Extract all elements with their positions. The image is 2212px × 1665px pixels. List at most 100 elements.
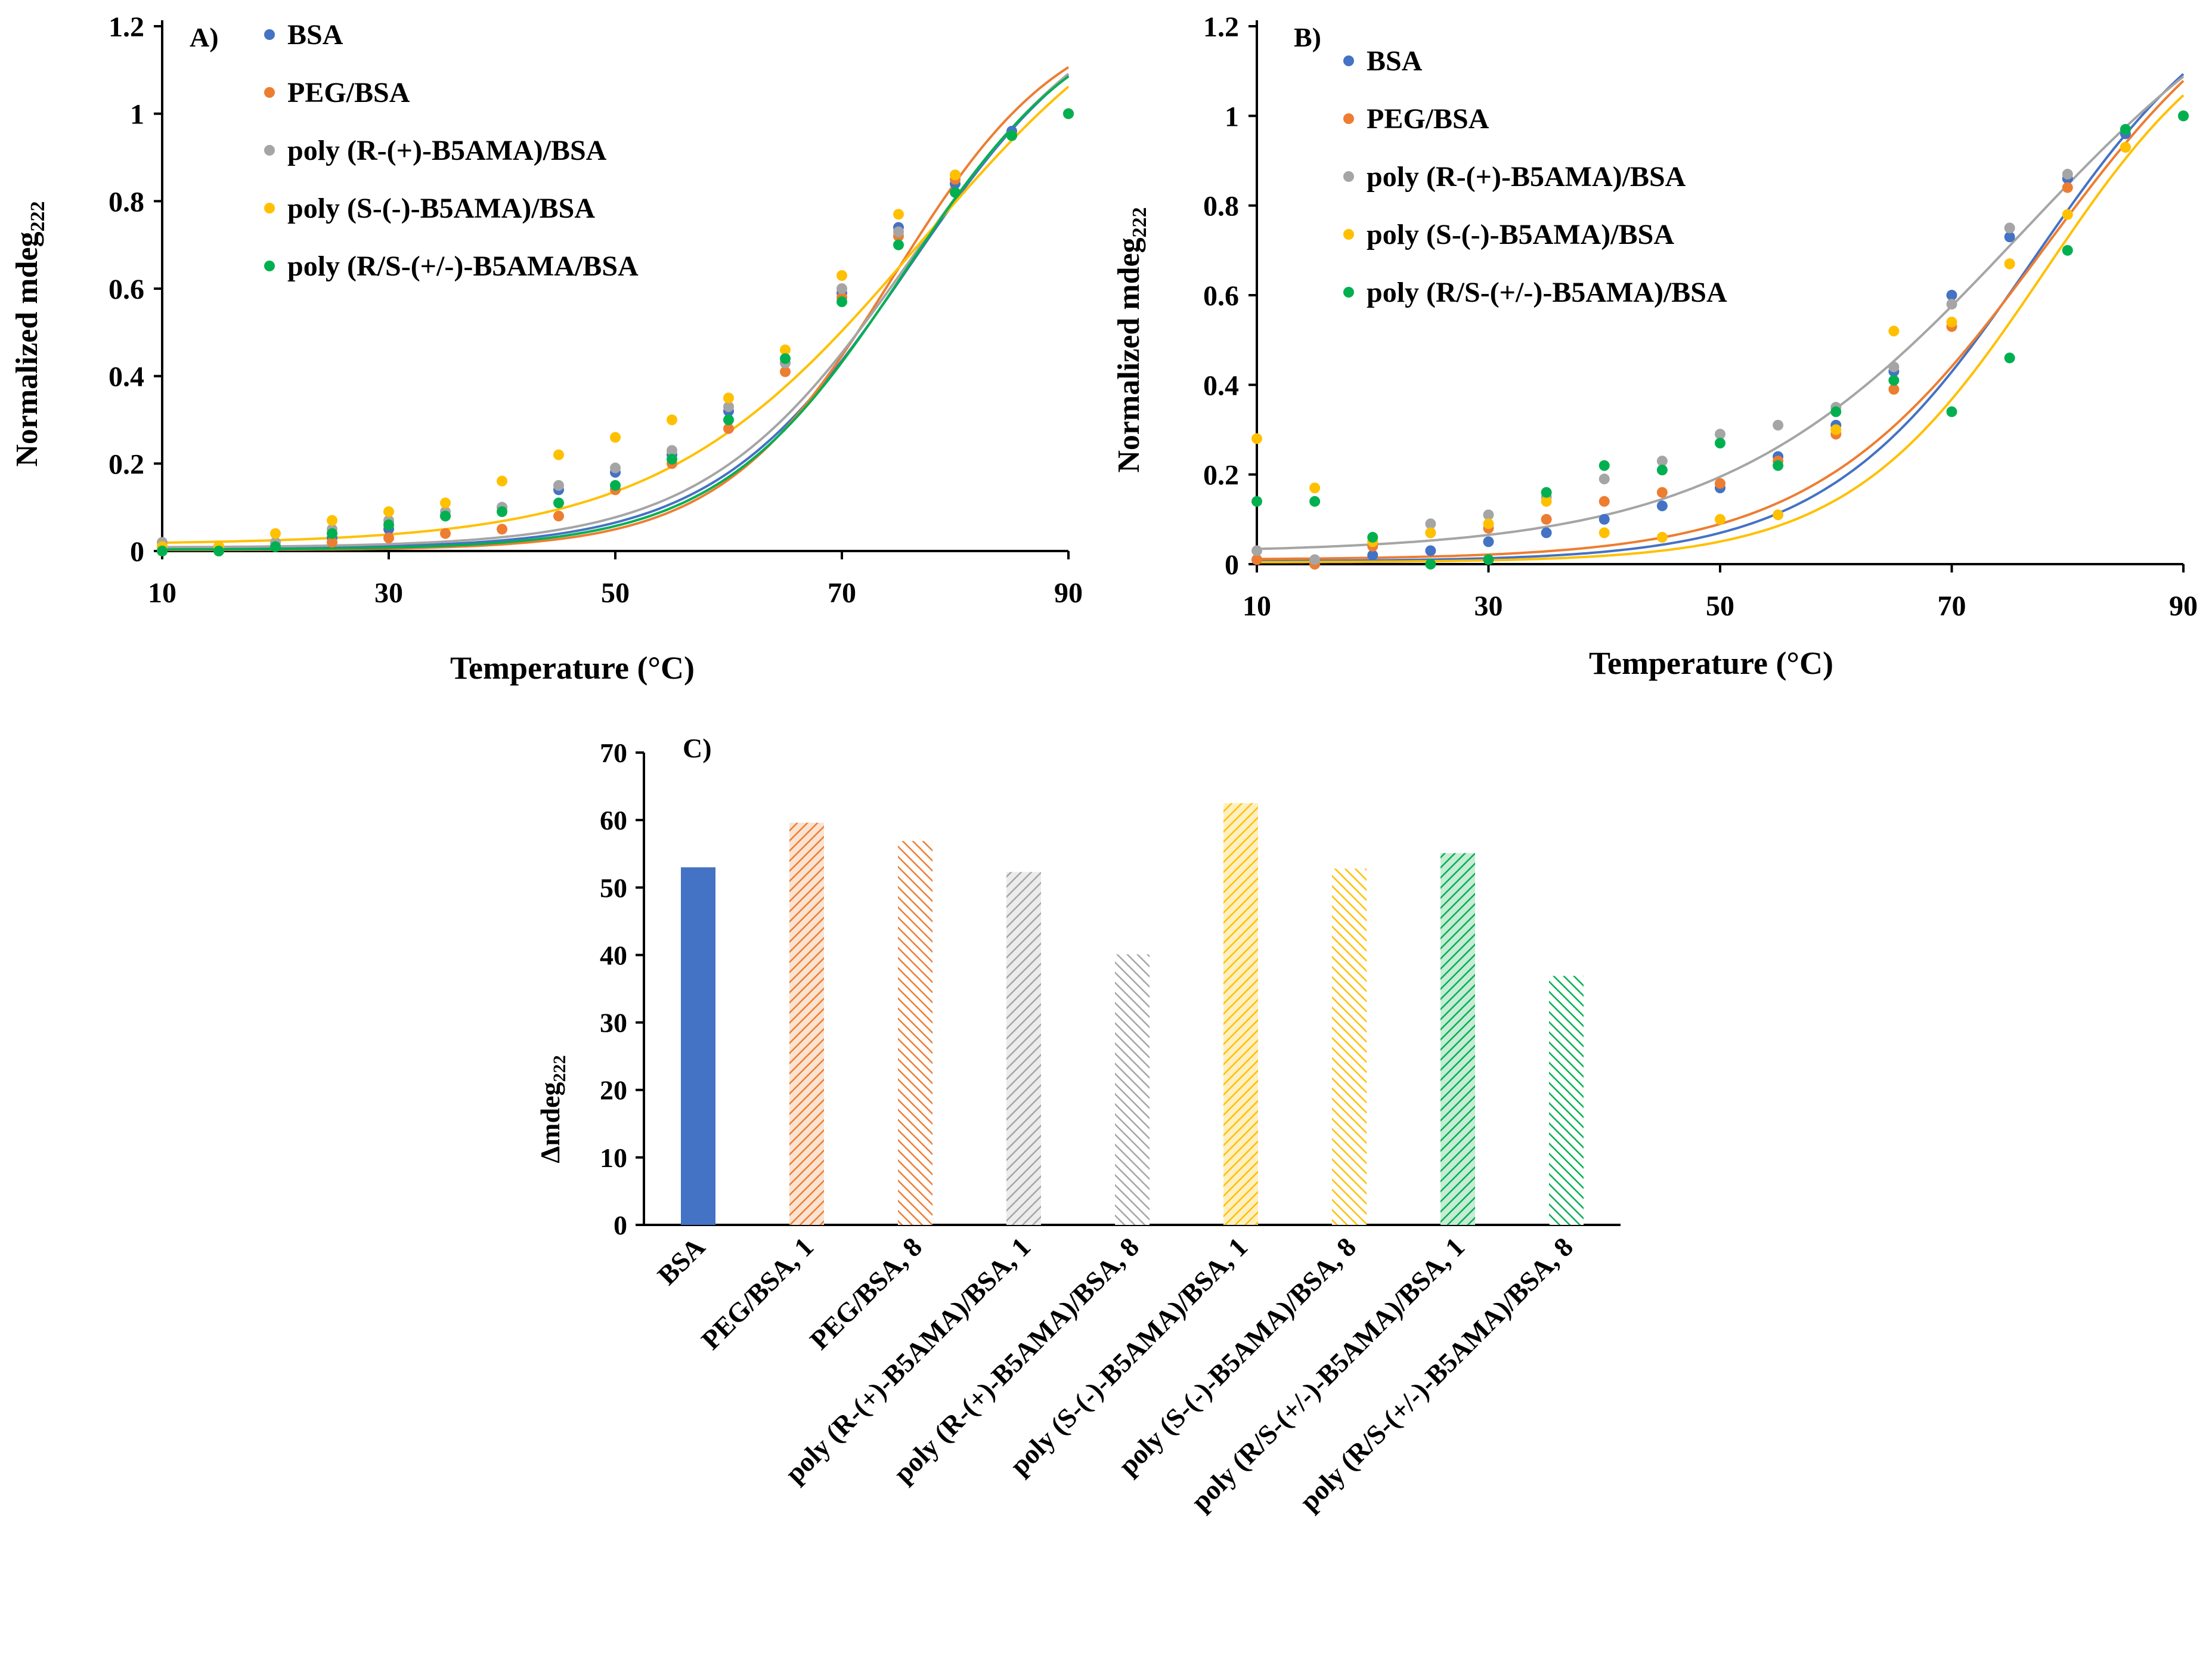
panel-b-plot: 0 0.2 0.4 0.6 0.8 1 1.2 10 30 50 70 90 bbox=[1203, 11, 2198, 622]
panel-b-data-point bbox=[1541, 496, 1552, 507]
panel-c-bar bbox=[1549, 976, 1584, 1225]
panel-c-ytick-label: 10 bbox=[600, 1143, 627, 1173]
panel-a-data-point bbox=[157, 546, 168, 556]
panel-a: 0 0.2 0.4 0.6 0.8 1 1.2 10 30 50 70 90 A) Temperatu… bbox=[10, 11, 1083, 686]
panel-b-data-point bbox=[1309, 496, 1321, 507]
panel-a-data-point bbox=[667, 414, 677, 425]
panel-a-xtick-label: 90 bbox=[1054, 577, 1083, 609]
panel-b-legend-label: BSA bbox=[1367, 45, 1423, 77]
panel-b-data-point bbox=[1946, 299, 1957, 310]
panel-a-data-point bbox=[440, 497, 451, 509]
panel-a-legend: BSA PEG/BSA poly (R-(+)-B5AMA)/BSA poly (S-… bbox=[264, 19, 639, 282]
panel-c-ytick-label: 70 bbox=[600, 738, 627, 768]
panel-b-legend-marker bbox=[1343, 113, 1354, 124]
panel-b-ytick-label: 1 bbox=[1225, 101, 1239, 132]
panel-b-data-point bbox=[2004, 222, 2015, 234]
panel-a-legend-marker bbox=[264, 145, 275, 156]
panel-a-data-point bbox=[553, 510, 564, 522]
panel-b-data-point bbox=[2062, 182, 2073, 193]
panel-b-legend-label: poly (R-(+)-B5AMA)/BSA bbox=[1367, 161, 1686, 193]
panel-b-data-point bbox=[2062, 169, 2073, 180]
panel-b-data-point bbox=[1483, 509, 1494, 521]
panel-c-bar bbox=[1440, 853, 1475, 1225]
panel-b-data-point bbox=[1483, 518, 1494, 530]
panel-b-data-point bbox=[2004, 352, 2015, 364]
panel-a-data-point bbox=[610, 462, 621, 473]
panel-a-data-point bbox=[270, 528, 281, 539]
panel-a-data-point bbox=[497, 524, 507, 535]
panel-b-xtick-label: 50 bbox=[1706, 590, 1734, 622]
panel-b-ylabel: Normalized mdeg222 bbox=[1112, 207, 1151, 472]
panel-c-ytick-label: 30 bbox=[600, 1008, 627, 1038]
panel-c-bar bbox=[1115, 954, 1150, 1225]
panel-b-data-point bbox=[1541, 513, 1552, 525]
panel-a-data-point bbox=[270, 541, 281, 552]
panel-a-plot: 0 0.2 0.4 0.6 0.8 1 1.2 10 30 50 70 90 bbox=[109, 11, 1083, 609]
panel-a-legend-marker bbox=[264, 203, 275, 213]
panel-b-legend-marker bbox=[1343, 287, 1354, 298]
panel-a-data-point bbox=[213, 546, 224, 556]
panel-b-data-point bbox=[1773, 460, 1784, 471]
panel-a-ytick-label: 0.2 bbox=[109, 448, 144, 480]
panel-a-legend-label: BSA bbox=[287, 19, 343, 51]
panel-a-ylabel: Normalized mdeg222 bbox=[10, 201, 49, 466]
panel-b-data-point bbox=[2062, 209, 2073, 220]
panel-b-data-point bbox=[1483, 554, 1494, 565]
panel-a-legend-label: PEG/BSA bbox=[287, 77, 410, 109]
panel-b-data-point bbox=[1656, 487, 1668, 498]
panel-b-data-point bbox=[1483, 536, 1494, 547]
panel-c-ytick-label: 20 bbox=[600, 1075, 627, 1106]
panel-c-ytick-label: 60 bbox=[600, 805, 627, 835]
panel-b-fit-line bbox=[1256, 75, 2185, 550]
panel-a-legend-label: poly (S-(-)-B5AMA)/BSA bbox=[287, 193, 595, 224]
panel-a-data-point bbox=[497, 475, 507, 487]
panel-a-data-point bbox=[610, 432, 621, 443]
panel-a-xtick-label: 70 bbox=[828, 577, 856, 609]
panel-a-fit-line bbox=[162, 75, 1070, 551]
panel-b-data-point bbox=[1425, 545, 1436, 556]
panel-b-data-point bbox=[1888, 361, 1900, 373]
panel-c-label: C) bbox=[683, 733, 712, 763]
panel-b-ytick-label: 1.2 bbox=[1203, 11, 1239, 43]
panel-a-data-point bbox=[837, 283, 847, 294]
panel-a-legend-marker bbox=[264, 87, 275, 98]
panel-c-bar bbox=[1332, 868, 1367, 1225]
panel-b: 0 0.2 0.4 0.6 0.8 1 1.2 10 30 50 70 90 B) Temperatu… bbox=[1112, 11, 2198, 681]
panel-b-data-point bbox=[2120, 141, 2131, 153]
panel-b-fit-line bbox=[1257, 73, 2185, 562]
panel-b-data-point bbox=[1425, 518, 1436, 530]
panel-a-data-point bbox=[383, 506, 394, 517]
panel-c-ytick-label: 40 bbox=[600, 940, 627, 970]
panel-a-data-point bbox=[610, 480, 621, 491]
panel-a-legend-label: poly (R/S-(+/-)-B5AMA/BSA bbox=[287, 250, 639, 282]
panel-a-data-point bbox=[780, 353, 791, 364]
panel-b-data-point bbox=[1656, 531, 1668, 543]
panel-a-data-point bbox=[327, 528, 337, 539]
panel-b-xlabel: Temperature (°C) bbox=[1589, 645, 1833, 681]
panel-b-data-point bbox=[1251, 496, 1262, 507]
panel-b-data-point bbox=[1309, 482, 1321, 494]
panel-a-data-point bbox=[723, 414, 734, 425]
panel-b-data-point bbox=[1251, 545, 1262, 556]
panel-a-data-point bbox=[893, 239, 904, 250]
panel-a-data-point bbox=[837, 296, 847, 307]
panel-b-legend: BSA PEG/BSA poly (R-(+)-B5AMA)/BSA poly (S-… bbox=[1343, 45, 1727, 308]
panel-b-legend-label: PEG/BSA bbox=[1367, 103, 1489, 135]
panel-b-legend-label: poly (R/S-(+/-)-B5AMA)/BSA bbox=[1367, 277, 1727, 308]
panel-a-data-point bbox=[723, 401, 734, 412]
panel-a-data-point bbox=[440, 528, 451, 539]
panel-a-ytick-label: 0.6 bbox=[109, 274, 144, 305]
panel-a-fit-line bbox=[162, 73, 1070, 549]
panel-a-xtick-label: 50 bbox=[601, 577, 630, 609]
panel-b-xtick-label: 70 bbox=[1938, 590, 1966, 622]
panel-b-label: B) bbox=[1294, 22, 1321, 52]
panel-a-data-point bbox=[780, 344, 791, 355]
panel-a-data-point bbox=[780, 366, 791, 377]
panel-a-xtick-label: 10 bbox=[148, 577, 176, 609]
panel-a-ytick-label: 0.8 bbox=[109, 186, 144, 218]
panel-a-data-point bbox=[327, 537, 337, 548]
panel-b-data-point bbox=[1888, 383, 1900, 395]
panel-b-xtick-label: 90 bbox=[2169, 590, 2198, 622]
